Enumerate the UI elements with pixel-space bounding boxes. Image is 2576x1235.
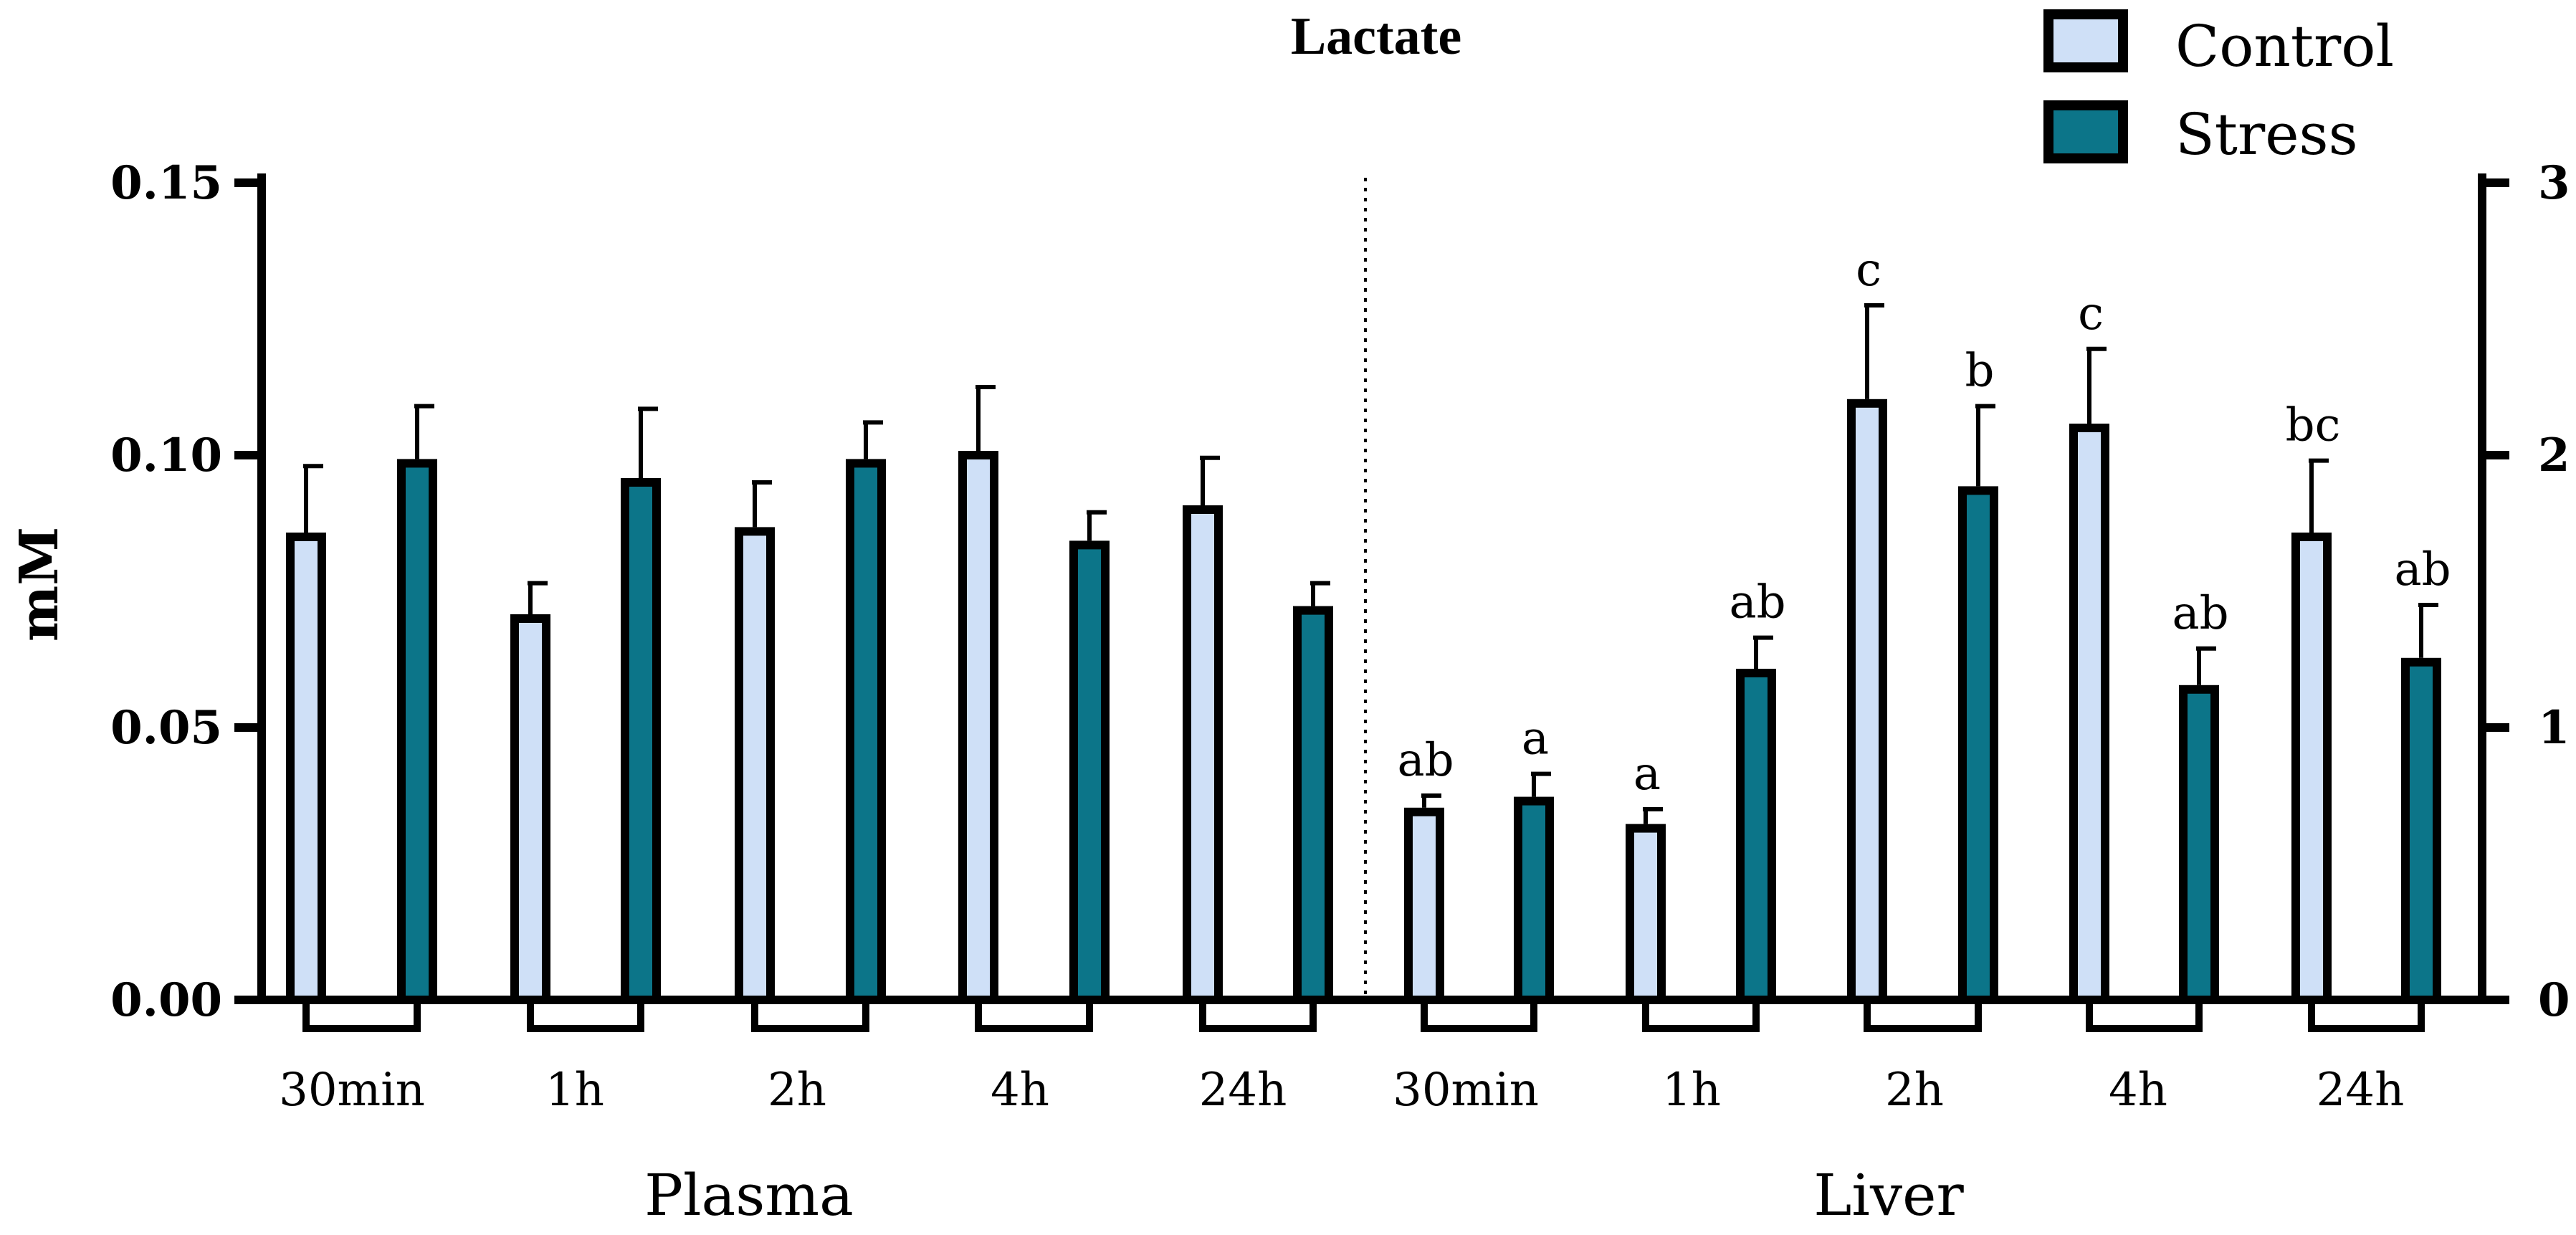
bar-plasma-stress bbox=[621, 478, 661, 1004]
error-bars bbox=[303, 303, 2438, 824]
chart-title: Lactate bbox=[1291, 7, 1461, 66]
category-bracket bbox=[302, 1000, 421, 1032]
bar-liver-control bbox=[1404, 807, 1444, 1005]
category-bracket bbox=[1642, 1000, 1760, 1032]
category-label: 1h bbox=[1662, 1064, 1721, 1117]
category-label: 24h bbox=[2317, 1064, 2405, 1117]
significance-letter: a bbox=[1522, 712, 1549, 766]
right-tick-label: 2 bbox=[2538, 429, 2570, 482]
axes bbox=[257, 173, 2486, 1004]
category-bracket bbox=[975, 1000, 1093, 1032]
left-tick-label: 0.00 bbox=[110, 973, 222, 1027]
legend-swatch-control bbox=[2043, 9, 2128, 72]
bar-plasma-stress bbox=[1293, 606, 1333, 1004]
bar-liver-stress bbox=[1514, 796, 1554, 1004]
category-bracket bbox=[1421, 1000, 1537, 1032]
bar-liver-control bbox=[1847, 399, 1887, 1004]
category-bracket bbox=[1864, 1000, 1982, 1032]
right-tick-label: 1 bbox=[2538, 701, 2570, 755]
bar-plasma-control bbox=[286, 533, 326, 1004]
bar-plasma-stress bbox=[397, 459, 437, 1004]
category-bracket bbox=[2308, 1000, 2425, 1032]
bar-plasma-stress bbox=[846, 459, 886, 1004]
significance-letter: c bbox=[1856, 244, 1881, 297]
bar-liver-stress bbox=[2179, 685, 2219, 1004]
right-tick-label: 3 bbox=[2538, 156, 2570, 210]
category-bracket bbox=[751, 1000, 869, 1032]
left-tick-label: 0.10 bbox=[110, 429, 222, 482]
bar-liver-control bbox=[1626, 824, 1666, 1004]
legend-label-control: Control bbox=[2175, 13, 2394, 80]
significance-letter: ab bbox=[1397, 734, 1454, 787]
significance-letter: b bbox=[1965, 345, 1995, 398]
category-label: 30min bbox=[1393, 1064, 1539, 1117]
significance-letter: bc bbox=[2286, 399, 2341, 452]
right-axis-ticks: 0 1 2 3 bbox=[2482, 156, 2570, 1027]
y-axis-label: mM bbox=[9, 527, 70, 642]
right-tick-label: 0 bbox=[2538, 973, 2570, 1027]
left-axis-ticks: 0.00 0.05 0.10 0.15 bbox=[110, 156, 262, 1027]
category-label: 2h bbox=[1885, 1064, 1944, 1117]
category-label: 24h bbox=[1199, 1064, 1287, 1117]
bar-plasma-stress bbox=[1069, 540, 1110, 1004]
bar-plasma-control bbox=[958, 451, 998, 1004]
bar-liver-control bbox=[2069, 424, 2109, 1004]
category-label: 1h bbox=[545, 1064, 604, 1117]
category-labels: 30min 1h 2h 4h 24h 30min 1h 2h 4h 24h bbox=[279, 1064, 2404, 1117]
significance-letter: a bbox=[1633, 748, 1661, 801]
bar-liver-stress bbox=[2401, 657, 2441, 1004]
category-brackets bbox=[302, 1000, 2425, 1032]
significance-letter: ab bbox=[2394, 543, 2451, 596]
bar-plasma-control bbox=[510, 614, 550, 1004]
left-tick-label: 0.05 bbox=[110, 701, 222, 755]
legend-label-stress: Stress bbox=[2175, 101, 2358, 168]
bar-liver-stress bbox=[1736, 669, 1776, 1004]
category-bracket bbox=[1199, 1000, 1317, 1032]
significance-letter: c bbox=[2078, 287, 2104, 340]
legend: Control Stress bbox=[2043, 9, 2394, 168]
category-label: 4h bbox=[2109, 1064, 2167, 1117]
category-label: 30min bbox=[279, 1064, 425, 1117]
bar-liver-control bbox=[2291, 533, 2332, 1004]
significance-letter: ab bbox=[1729, 576, 1785, 629]
category-bracket bbox=[2086, 1000, 2203, 1032]
bar-plasma-control bbox=[1183, 505, 1223, 1004]
significance-letter: ab bbox=[2172, 587, 2228, 640]
category-label: 4h bbox=[991, 1064, 1049, 1117]
category-label: 2h bbox=[768, 1064, 826, 1117]
group-label-liver: Liver bbox=[1813, 1162, 1964, 1229]
left-tick-label: 0.15 bbox=[110, 156, 222, 210]
bars bbox=[286, 399, 2441, 1005]
bar-liver-stress bbox=[1958, 486, 1998, 1004]
category-bracket bbox=[527, 1000, 644, 1032]
bar-plasma-control bbox=[735, 527, 775, 1004]
group-label-plasma: Plasma bbox=[644, 1162, 854, 1229]
legend-swatch-stress bbox=[2043, 100, 2128, 163]
